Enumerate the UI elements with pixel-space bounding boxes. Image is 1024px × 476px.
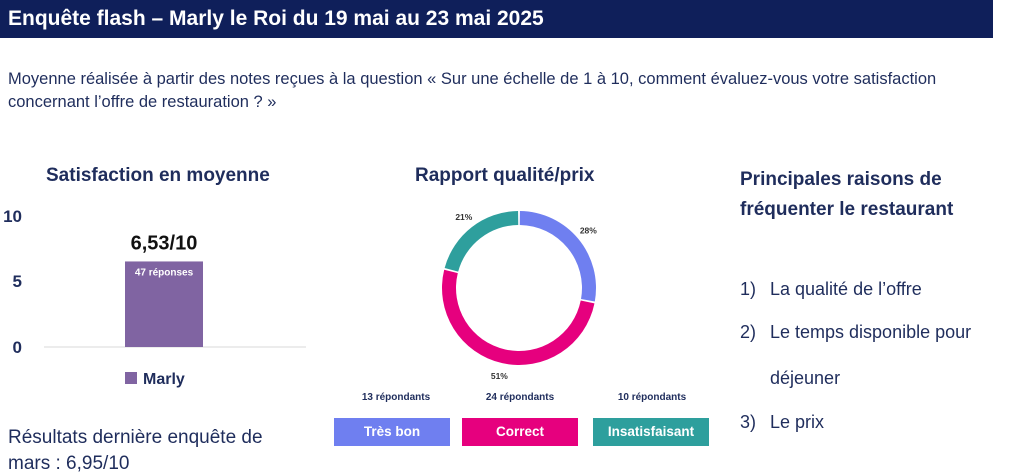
bar-inner-label: 47 réponses [135,267,194,278]
reason-text: déjeuner [770,368,841,388]
legend-label-marly: Marly [143,371,185,388]
y-tick-10: 10 [3,207,22,226]
reason-item-2-continued: déjeuner [740,366,840,390]
category-tres-bon: Très bon [334,418,450,446]
y-tick-5: 5 [13,272,22,291]
page-title: Enquête flash – Marly le Roi du 19 mai a… [0,0,993,38]
slice-insatisfaisant [444,211,519,272]
respondents-insatisfaisant: 10 répondants [617,392,687,403]
category-insatisfaisant: Insatisfaisant [593,418,709,446]
bar-value-label: 6,53/10 [131,232,198,254]
respondents-correct: 24 répondants [485,392,555,403]
legend-swatch-marly [125,372,137,384]
reason-item-2: 2) Le temps disponible pour [740,320,971,344]
y-tick-0: 0 [13,338,22,357]
pct-label-correct: 51% [491,371,508,380]
reason-item-3: 3) Le prix [740,410,824,434]
pct-label-tres-bon: 28% [580,226,597,236]
reason-text: Le prix [770,412,825,432]
satisfaction-bar-chart: 10 5 0 47 réponses 6,53/10 Marly [3,207,306,388]
category-correct: Correct [462,418,578,446]
reason-text: Le temps disponible pour [770,322,972,342]
subtitle: Moyenne réalisée à partir des notes reçu… [8,70,937,111]
quality-price-donut: 28% 51% 21% [441,211,597,380]
reason-text: La qualité de l’offre [770,279,922,299]
reason-number: 1) [740,279,757,299]
reason-number: 2) [740,322,757,342]
slice-tres-bon [519,211,596,302]
reasons-title: Principales raisons de fréquenter le res… [740,169,954,220]
pct-label-insatisfaisant: 21% [455,212,472,222]
bar-marly [125,261,203,347]
satisfaction-title: Satisfaction en moyenne [46,165,270,186]
quality-price-title: Rapport qualité/prix [415,165,595,186]
slice-correct [441,269,595,366]
reason-number: 3) [740,412,757,432]
reason-item-1: 1) La qualité de l’offre [740,277,922,301]
respondents-tres-bon: 13 répondants [361,392,431,403]
previous-result: Résultats dernière enquête de mars : 6,9… [8,427,263,474]
